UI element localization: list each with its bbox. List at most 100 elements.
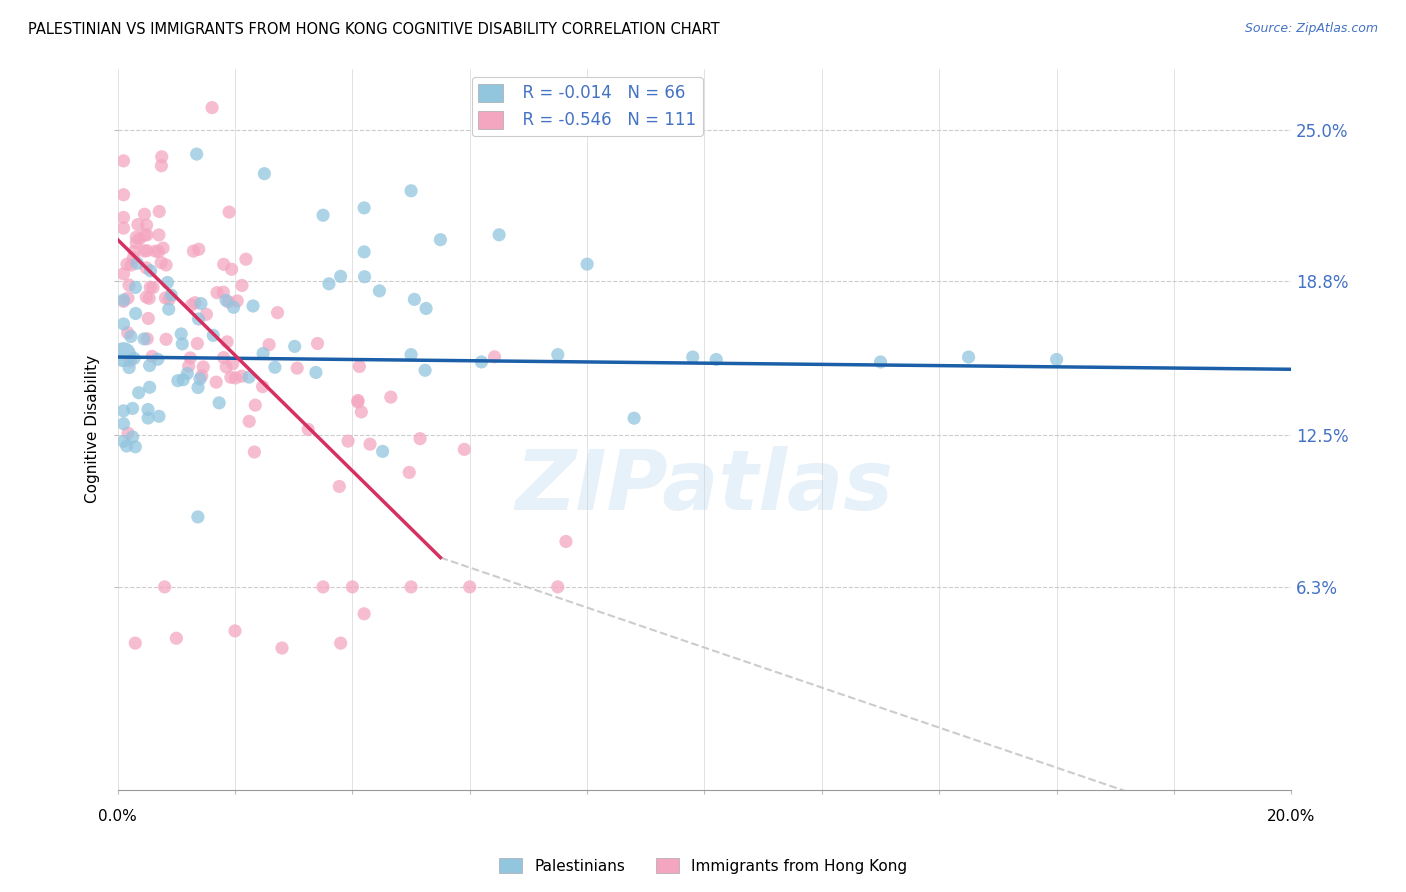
Point xyxy=(190,296,212,310)
Point xyxy=(253,167,276,181)
Point xyxy=(347,395,370,409)
Point xyxy=(150,255,173,269)
Point xyxy=(371,444,394,458)
Point xyxy=(453,442,475,457)
Point xyxy=(245,398,267,412)
Point xyxy=(148,244,170,259)
Point xyxy=(112,294,135,309)
Point xyxy=(285,361,308,376)
Point xyxy=(136,332,159,346)
Point xyxy=(125,235,148,250)
Point xyxy=(215,293,238,308)
Point xyxy=(305,366,328,380)
Point xyxy=(329,269,352,284)
Point xyxy=(136,311,159,326)
Point xyxy=(146,352,169,367)
Point xyxy=(488,227,510,242)
Point xyxy=(118,278,141,293)
Text: 0.0%: 0.0% xyxy=(98,809,136,824)
Point xyxy=(399,348,422,362)
Point xyxy=(176,367,198,381)
Point xyxy=(226,293,249,308)
Point xyxy=(132,332,155,346)
Text: 20.0%: 20.0% xyxy=(1267,809,1316,824)
Point xyxy=(337,434,360,449)
Point xyxy=(128,385,150,400)
Point xyxy=(347,393,370,408)
Point xyxy=(124,440,146,454)
Point xyxy=(243,445,266,459)
Point xyxy=(307,336,329,351)
Point xyxy=(172,373,194,387)
Point xyxy=(409,432,432,446)
Point xyxy=(134,227,156,242)
Point xyxy=(238,414,260,428)
Point xyxy=(160,288,183,302)
Text: PALESTINIAN VS IMMIGRANTS FROM HONG KONG COGNITIVE DISABILITY CORRELATION CHART: PALESTINIAN VS IMMIGRANTS FROM HONG KONG… xyxy=(28,22,720,37)
Point xyxy=(139,264,162,278)
Text: ZIPatlas: ZIPatlas xyxy=(516,446,893,527)
Point xyxy=(312,580,335,594)
Point xyxy=(222,357,245,371)
Point xyxy=(122,351,145,366)
Point xyxy=(124,306,146,320)
Point xyxy=(127,256,149,270)
Text: Source: ZipAtlas.com: Source: ZipAtlas.com xyxy=(1244,22,1378,36)
Point xyxy=(136,411,159,425)
Point xyxy=(231,278,253,293)
Point xyxy=(155,291,177,305)
Point xyxy=(547,580,569,594)
Point xyxy=(576,257,599,271)
Point xyxy=(120,329,142,343)
Point xyxy=(112,153,135,168)
Point xyxy=(124,280,146,294)
Point xyxy=(128,232,150,246)
Point xyxy=(112,211,135,225)
Y-axis label: Cognitive Disability: Cognitive Disability xyxy=(86,355,100,503)
Point xyxy=(264,360,287,375)
Point xyxy=(312,208,335,222)
Point xyxy=(318,277,340,291)
Point xyxy=(212,351,235,365)
Point xyxy=(266,305,288,319)
Point xyxy=(219,370,242,384)
Point xyxy=(187,312,209,326)
Legend:   R = -0.014   N = 66,   R = -0.546   N = 111: R = -0.014 N = 66, R = -0.546 N = 111 xyxy=(472,77,703,136)
Point xyxy=(125,230,148,244)
Point xyxy=(413,363,436,377)
Point xyxy=(235,252,257,267)
Point xyxy=(238,370,260,384)
Point xyxy=(957,350,980,364)
Point xyxy=(135,227,157,242)
Point xyxy=(682,350,704,364)
Point xyxy=(141,350,163,364)
Point xyxy=(120,258,142,272)
Point xyxy=(157,302,180,317)
Point xyxy=(458,580,481,594)
Point xyxy=(328,479,350,493)
Point xyxy=(429,233,451,247)
Point xyxy=(415,301,437,316)
Point xyxy=(138,291,160,305)
Point xyxy=(148,227,170,242)
Point xyxy=(217,294,239,309)
Point xyxy=(257,337,280,351)
Point xyxy=(165,632,187,646)
Point xyxy=(187,380,209,394)
Point xyxy=(350,405,373,419)
Point xyxy=(353,244,375,259)
Point xyxy=(208,396,231,410)
Point xyxy=(218,205,240,219)
Point xyxy=(115,257,138,271)
Point xyxy=(555,534,578,549)
Point xyxy=(205,375,228,389)
Point xyxy=(134,207,156,221)
Point xyxy=(145,244,167,259)
Point xyxy=(398,466,420,480)
Point xyxy=(156,276,179,290)
Point xyxy=(179,351,201,365)
Point xyxy=(112,317,135,331)
Point xyxy=(152,241,174,255)
Point xyxy=(148,204,170,219)
Point xyxy=(186,336,208,351)
